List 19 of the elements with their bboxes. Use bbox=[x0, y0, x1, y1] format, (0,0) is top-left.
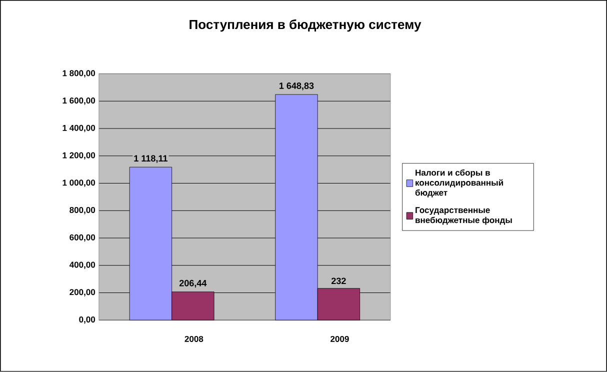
legend-label: Государственные внебюджетные фонды bbox=[416, 207, 512, 225]
chart-title: Поступления в бюджетную систему bbox=[190, 20, 422, 32]
legend-label: Налоги и сборы в консолидированный бюджет bbox=[415, 169, 503, 198]
y-tick-label: 1 200,00 bbox=[62, 152, 96, 160]
y-tick-label: 400,00 bbox=[69, 262, 96, 270]
y-tick-label: 200,00 bbox=[70, 289, 96, 296]
y-tick-label: 1 600,00 bbox=[62, 98, 96, 105]
y-tick-label: 1 000,00 bbox=[62, 180, 96, 187]
data-label: 1 648,83 bbox=[279, 82, 314, 90]
data-label: 206,44 bbox=[179, 280, 207, 288]
y-tick-label: 1 800,00 bbox=[62, 70, 96, 78]
y-tick-label: 1 400,00 bbox=[62, 125, 96, 132]
x-tick-label: 2008 bbox=[184, 336, 204, 342]
y-tick-label: 0,00 bbox=[79, 316, 96, 324]
x-tick-label: 2009 bbox=[330, 336, 349, 342]
data-label: 1 118,11 bbox=[134, 155, 168, 163]
y-tick-label: 800,00 bbox=[70, 207, 96, 214]
y-tick-label: 600,00 bbox=[70, 234, 96, 242]
data-label: 232 bbox=[331, 278, 346, 284]
